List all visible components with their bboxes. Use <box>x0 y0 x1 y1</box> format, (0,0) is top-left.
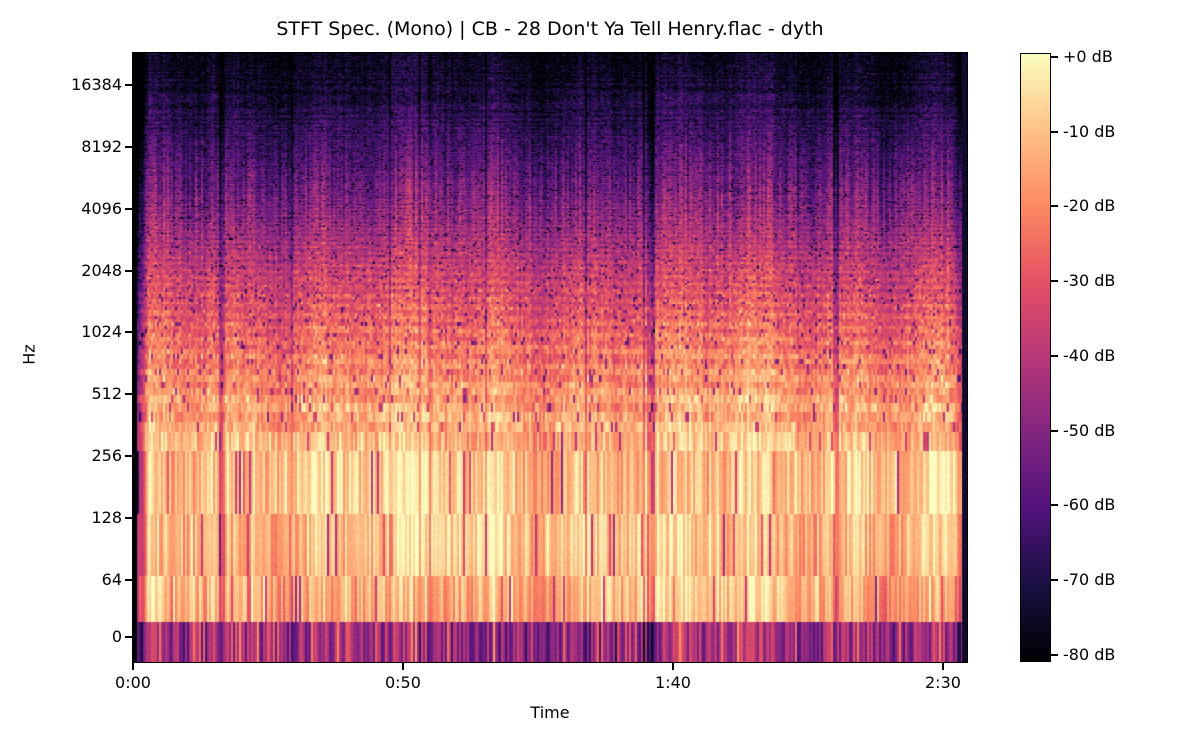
y-tick-mark <box>125 517 132 520</box>
x-tick-label: 0:00 <box>115 673 151 692</box>
colorbar-tick-mark <box>1051 354 1058 357</box>
colorbar-tick-label: -40 dB <box>1063 345 1116 365</box>
spectrogram-plot <box>132 52 968 663</box>
y-tick-mark <box>125 331 132 334</box>
y-tick-label: 256 <box>91 446 122 466</box>
colorbar-tick-label: -30 dB <box>1063 271 1116 291</box>
y-tick-label: 0 <box>111 627 122 647</box>
x-tick-mark <box>941 663 944 670</box>
y-tick-label: 128 <box>91 508 122 528</box>
colorbar-tick-label: -70 dB <box>1063 570 1116 590</box>
x-tick-label: 1:40 <box>655 673 691 692</box>
colorbar-tick-label: -50 dB <box>1063 420 1116 440</box>
colorbar-tick-mark <box>1051 504 1058 507</box>
y-tick-label: 2048 <box>81 260 122 280</box>
y-tick-label: 8192 <box>81 136 122 156</box>
colorbar-tick-mark <box>1051 205 1058 208</box>
y-tick-mark <box>125 145 132 148</box>
y-tick-mark <box>125 207 132 210</box>
x-tick-mark <box>401 663 404 670</box>
x-tick-label: 2:30 <box>925 673 961 692</box>
colorbar <box>1020 53 1051 662</box>
colorbar-tick-mark <box>1051 56 1058 59</box>
y-tick-label: 512 <box>91 384 122 404</box>
y-tick-label: 64 <box>101 569 122 589</box>
spectrogram-canvas <box>133 53 967 662</box>
y-tick-label: 16384 <box>71 74 122 94</box>
x-axis-label: Time <box>530 703 570 722</box>
y-tick-mark <box>125 393 132 396</box>
colorbar-tick-label: -80 dB <box>1063 644 1116 664</box>
y-tick-label: 1024 <box>81 322 122 342</box>
y-tick-label: 4096 <box>81 198 122 218</box>
colorbar-gradient <box>1021 54 1050 661</box>
colorbar-tick-label: -10 dB <box>1063 121 1116 141</box>
colorbar-tick-label: -60 dB <box>1063 495 1116 515</box>
x-tick-label: 0:50 <box>384 673 421 692</box>
colorbar-tick-mark <box>1051 429 1058 432</box>
colorbar-tick-mark <box>1051 653 1058 656</box>
colorbar-tick-label: +0 dB <box>1063 47 1113 67</box>
x-tick-mark <box>132 663 134 670</box>
y-tick-mark <box>125 455 132 458</box>
y-tick-mark <box>125 83 132 86</box>
y-tick-mark <box>125 578 132 581</box>
x-tick-mark <box>672 663 674 670</box>
chart-title: STFT Spec. (Mono) | CB - 28 Don't Ya Tel… <box>276 18 824 40</box>
y-tick-mark <box>125 636 132 639</box>
colorbar-tick-mark <box>1051 280 1058 283</box>
colorbar-tick-label: -20 dB <box>1063 196 1116 216</box>
y-tick-mark <box>125 269 132 272</box>
colorbar-tick-mark <box>1051 130 1058 133</box>
colorbar-tick-mark <box>1051 579 1058 582</box>
